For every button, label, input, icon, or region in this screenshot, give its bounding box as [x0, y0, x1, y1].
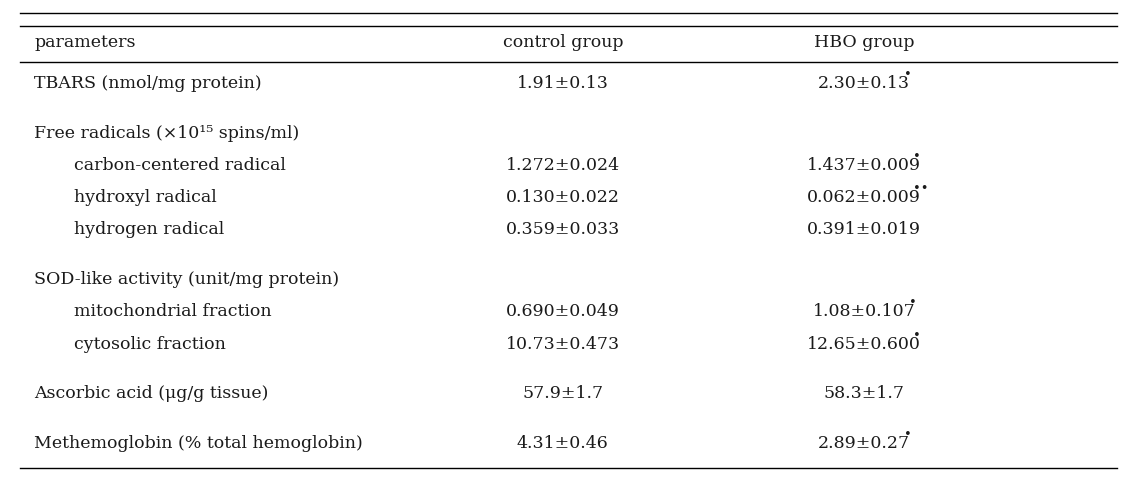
- Text: control group: control group: [503, 33, 623, 51]
- Text: carbon-centered radical: carbon-centered radical: [74, 157, 285, 174]
- Text: •: •: [913, 328, 921, 341]
- Text: •: •: [905, 428, 912, 441]
- Text: 10.73±0.473: 10.73±0.473: [506, 336, 620, 353]
- Text: ••: ••: [913, 182, 929, 195]
- Text: 1.437±0.009: 1.437±0.009: [807, 157, 921, 174]
- Text: 4.31±0.46: 4.31±0.46: [517, 435, 608, 452]
- Text: HBO group: HBO group: [814, 33, 914, 51]
- Text: mitochondrial fraction: mitochondrial fraction: [74, 304, 272, 320]
- Text: 58.3±1.7: 58.3±1.7: [823, 385, 905, 402]
- Text: •: •: [913, 150, 921, 163]
- Text: 57.9±1.7: 57.9±1.7: [522, 385, 604, 402]
- Text: 1.91±0.13: 1.91±0.13: [517, 75, 608, 92]
- Text: 0.062±0.009: 0.062±0.009: [807, 189, 921, 206]
- Text: 1.272±0.024: 1.272±0.024: [506, 157, 620, 174]
- Text: 0.690±0.049: 0.690±0.049: [506, 304, 620, 320]
- Text: 0.391±0.019: 0.391±0.019: [807, 221, 921, 238]
- Text: •: •: [908, 296, 916, 309]
- Text: 1.08±0.107: 1.08±0.107: [813, 304, 915, 320]
- Text: parameters: parameters: [34, 33, 135, 51]
- Text: •: •: [905, 67, 912, 81]
- Text: 2.30±0.13: 2.30±0.13: [819, 75, 910, 92]
- Text: Methemoglobin (% total hemoglobin): Methemoglobin (% total hemoglobin): [34, 435, 363, 452]
- Text: hydroxyl radical: hydroxyl radical: [74, 189, 217, 206]
- Text: Ascorbic acid (μg/g tissue): Ascorbic acid (μg/g tissue): [34, 385, 268, 402]
- Text: Free radicals (×10¹⁵ spins/ml): Free radicals (×10¹⁵ spins/ml): [34, 125, 299, 141]
- Text: 2.89±0.27: 2.89±0.27: [818, 435, 911, 452]
- Text: 0.359±0.033: 0.359±0.033: [506, 221, 620, 238]
- Text: 12.65±0.600: 12.65±0.600: [807, 336, 921, 353]
- Text: hydrogen radical: hydrogen radical: [74, 221, 224, 238]
- Text: 0.130±0.022: 0.130±0.022: [506, 189, 620, 206]
- Text: cytosolic fraction: cytosolic fraction: [74, 336, 226, 353]
- Text: TBARS (nmol/mg protein): TBARS (nmol/mg protein): [34, 75, 262, 92]
- Text: SOD-like activity (unit/mg protein): SOD-like activity (unit/mg protein): [34, 271, 339, 288]
